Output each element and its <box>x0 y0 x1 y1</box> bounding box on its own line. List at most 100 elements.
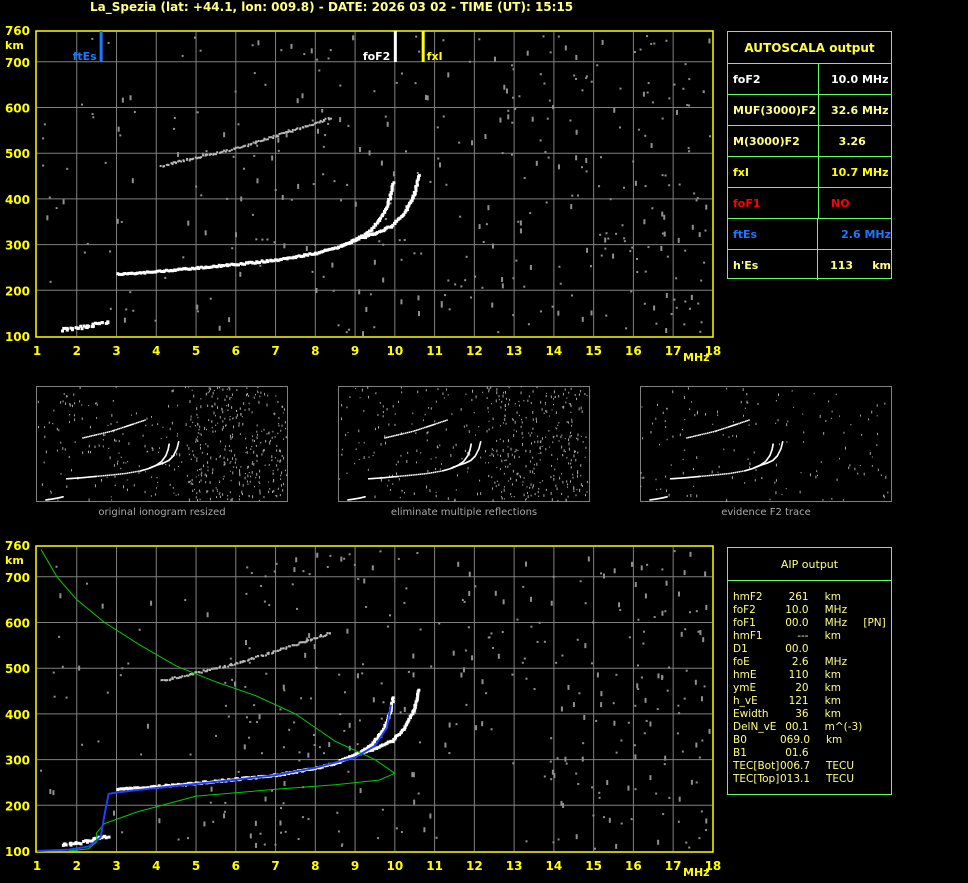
trace-dot <box>281 647 284 650</box>
noise-dot <box>65 402 67 405</box>
noise-dot <box>496 388 498 391</box>
noise-dot <box>197 439 199 442</box>
trace-dot <box>164 455 167 458</box>
trace-dot <box>303 253 307 257</box>
noise-dot <box>726 499 728 502</box>
noise-dot <box>43 461 45 464</box>
trace-dot <box>432 424 434 426</box>
noise-dot <box>88 444 90 448</box>
noise-dot <box>735 435 737 438</box>
trace-dot <box>416 473 418 476</box>
noise-dot <box>382 277 385 283</box>
trace-dot <box>694 476 697 478</box>
noise-dot <box>434 420 436 423</box>
noise-dot <box>198 474 200 476</box>
noise-dot <box>65 696 68 699</box>
noise-dot <box>718 465 720 468</box>
trace-dot <box>470 444 472 447</box>
trace-dot <box>170 162 173 165</box>
noise-dot <box>129 291 132 294</box>
noise-dot <box>496 467 498 469</box>
noise-dot <box>525 499 527 501</box>
trace-dot <box>167 447 170 449</box>
trace-dot <box>771 448 773 450</box>
noise-dot <box>355 448 357 450</box>
noise-dot <box>586 480 588 484</box>
aip-cell: TEC[Top] <box>733 773 780 785</box>
noise-dot <box>254 393 256 396</box>
noise-dot <box>345 433 347 437</box>
noise-dot <box>392 405 394 408</box>
trace-dot <box>65 478 68 480</box>
trace-dot <box>95 475 98 478</box>
noise-dot <box>211 395 213 398</box>
trace-dot <box>373 222 377 226</box>
trace-dot <box>383 476 386 479</box>
trace-dot <box>703 475 705 477</box>
noise-dot <box>322 145 325 148</box>
trace-dot <box>202 669 205 672</box>
noise-dot <box>194 425 196 427</box>
x-tick-label: 3 <box>112 344 120 358</box>
trace-dot <box>390 435 393 438</box>
trace-dot <box>115 473 118 476</box>
noise-dot <box>280 429 282 432</box>
aip-cell: 121 <box>788 695 809 707</box>
noise-dot <box>208 387 210 390</box>
autoscala-row: M(3000)F2 3.26 <box>728 125 891 156</box>
trace-dot <box>222 666 225 669</box>
noise-dot <box>138 628 141 631</box>
noise-dot <box>556 487 558 491</box>
trace-dot <box>406 431 409 434</box>
trace-dot <box>370 227 374 231</box>
noise-dot <box>127 662 130 665</box>
noise-dot <box>363 410 365 413</box>
noise-dot <box>413 252 416 255</box>
noise-dot <box>557 310 560 316</box>
trace-dot <box>415 696 419 700</box>
trace-dot <box>189 672 192 675</box>
noise-dot <box>513 495 515 498</box>
trace-dot <box>157 463 160 466</box>
noise-dot <box>778 443 780 446</box>
trace-dot <box>478 446 480 449</box>
noise-dot <box>244 685 247 688</box>
noise-dot <box>311 270 314 273</box>
noise-dot <box>226 197 229 200</box>
noise-dot <box>55 207 58 210</box>
noise-dot <box>538 487 540 490</box>
noise-dot <box>609 198 612 201</box>
noise-dot <box>689 408 691 411</box>
noise-dot <box>86 582 89 585</box>
trace-dot <box>469 449 471 452</box>
trace-dot <box>779 449 781 452</box>
noise-dot <box>623 237 626 240</box>
trace-dot <box>411 196 415 200</box>
trace-dot <box>236 146 239 149</box>
noise-dot <box>541 445 543 448</box>
noise-dot <box>802 441 804 443</box>
trace-dot <box>470 444 472 446</box>
trace-dot <box>771 446 774 449</box>
x-tick-label: 8 <box>311 344 319 358</box>
trace-dot <box>276 134 279 137</box>
noise-dot <box>653 305 656 311</box>
noise-dot <box>256 472 258 476</box>
noise-dot <box>507 455 509 458</box>
noise-dot <box>256 178 259 184</box>
noise-dot <box>427 469 429 473</box>
noise-dot <box>861 434 863 436</box>
noise-dot <box>256 144 259 147</box>
x-tick-label: 1 <box>33 859 41 873</box>
noise-dot <box>79 386 81 390</box>
noise-dot <box>79 400 81 403</box>
aip-cell: hmF2 <box>733 591 763 603</box>
noise-dot <box>251 462 253 466</box>
x-tick-label: 18 <box>705 859 722 873</box>
noise-dot <box>63 392 65 395</box>
trace-dot <box>698 475 701 478</box>
noise-dot <box>245 446 247 449</box>
noise-dot <box>368 150 371 156</box>
noise-dot <box>263 496 265 499</box>
trace-dot <box>228 663 231 666</box>
